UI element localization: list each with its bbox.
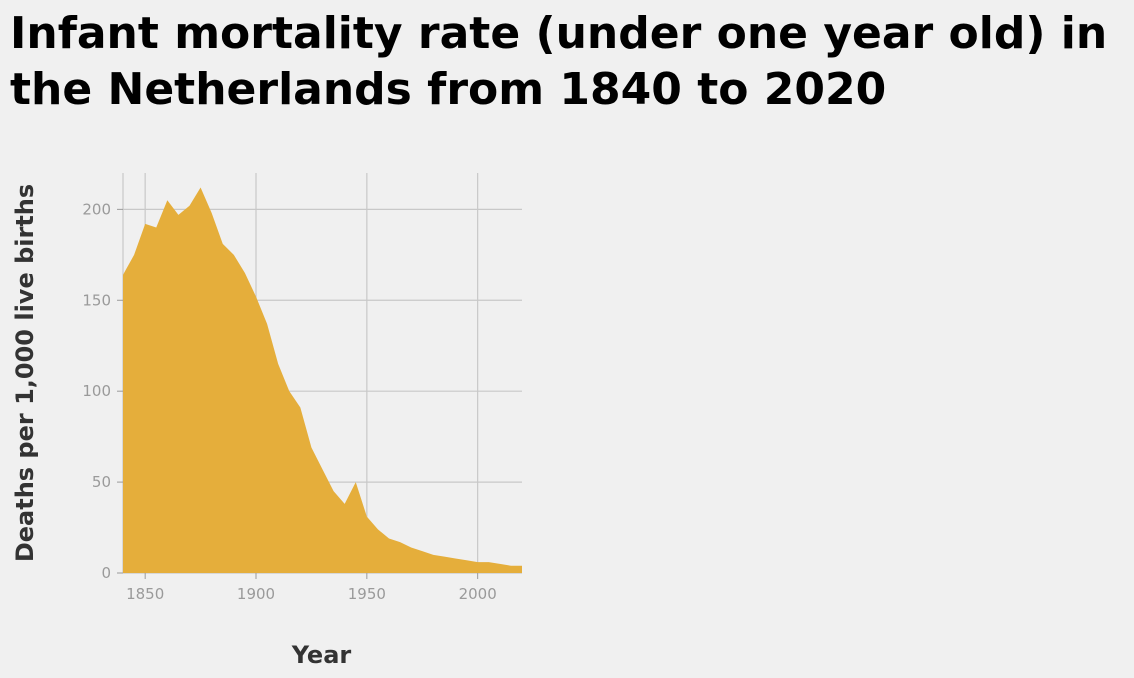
x-tick-label-1950: 1950 [348, 585, 386, 603]
y-axis-title: Deaths per 1,000 live births [11, 184, 39, 562]
y-tick-label-100: 100 [82, 382, 111, 400]
x-tick-label-1900: 1900 [237, 585, 275, 603]
y-tick-label-150: 150 [82, 291, 111, 309]
x-axis-title: Year [291, 641, 352, 669]
chart-title: Infant mortality rate (under one year ol… [10, 8, 1108, 115]
x-tick-label-1850: 1850 [126, 585, 164, 603]
series-area [123, 187, 522, 573]
y-tick-label-200: 200 [82, 200, 111, 218]
y-tick-label-0: 0 [101, 564, 111, 582]
x-tick-label-2000: 2000 [459, 585, 497, 603]
y-tick-label-50: 50 [92, 473, 111, 491]
axis-ticks: 1850 1900 1950 2000 0 50 100 150 200 [82, 200, 496, 603]
